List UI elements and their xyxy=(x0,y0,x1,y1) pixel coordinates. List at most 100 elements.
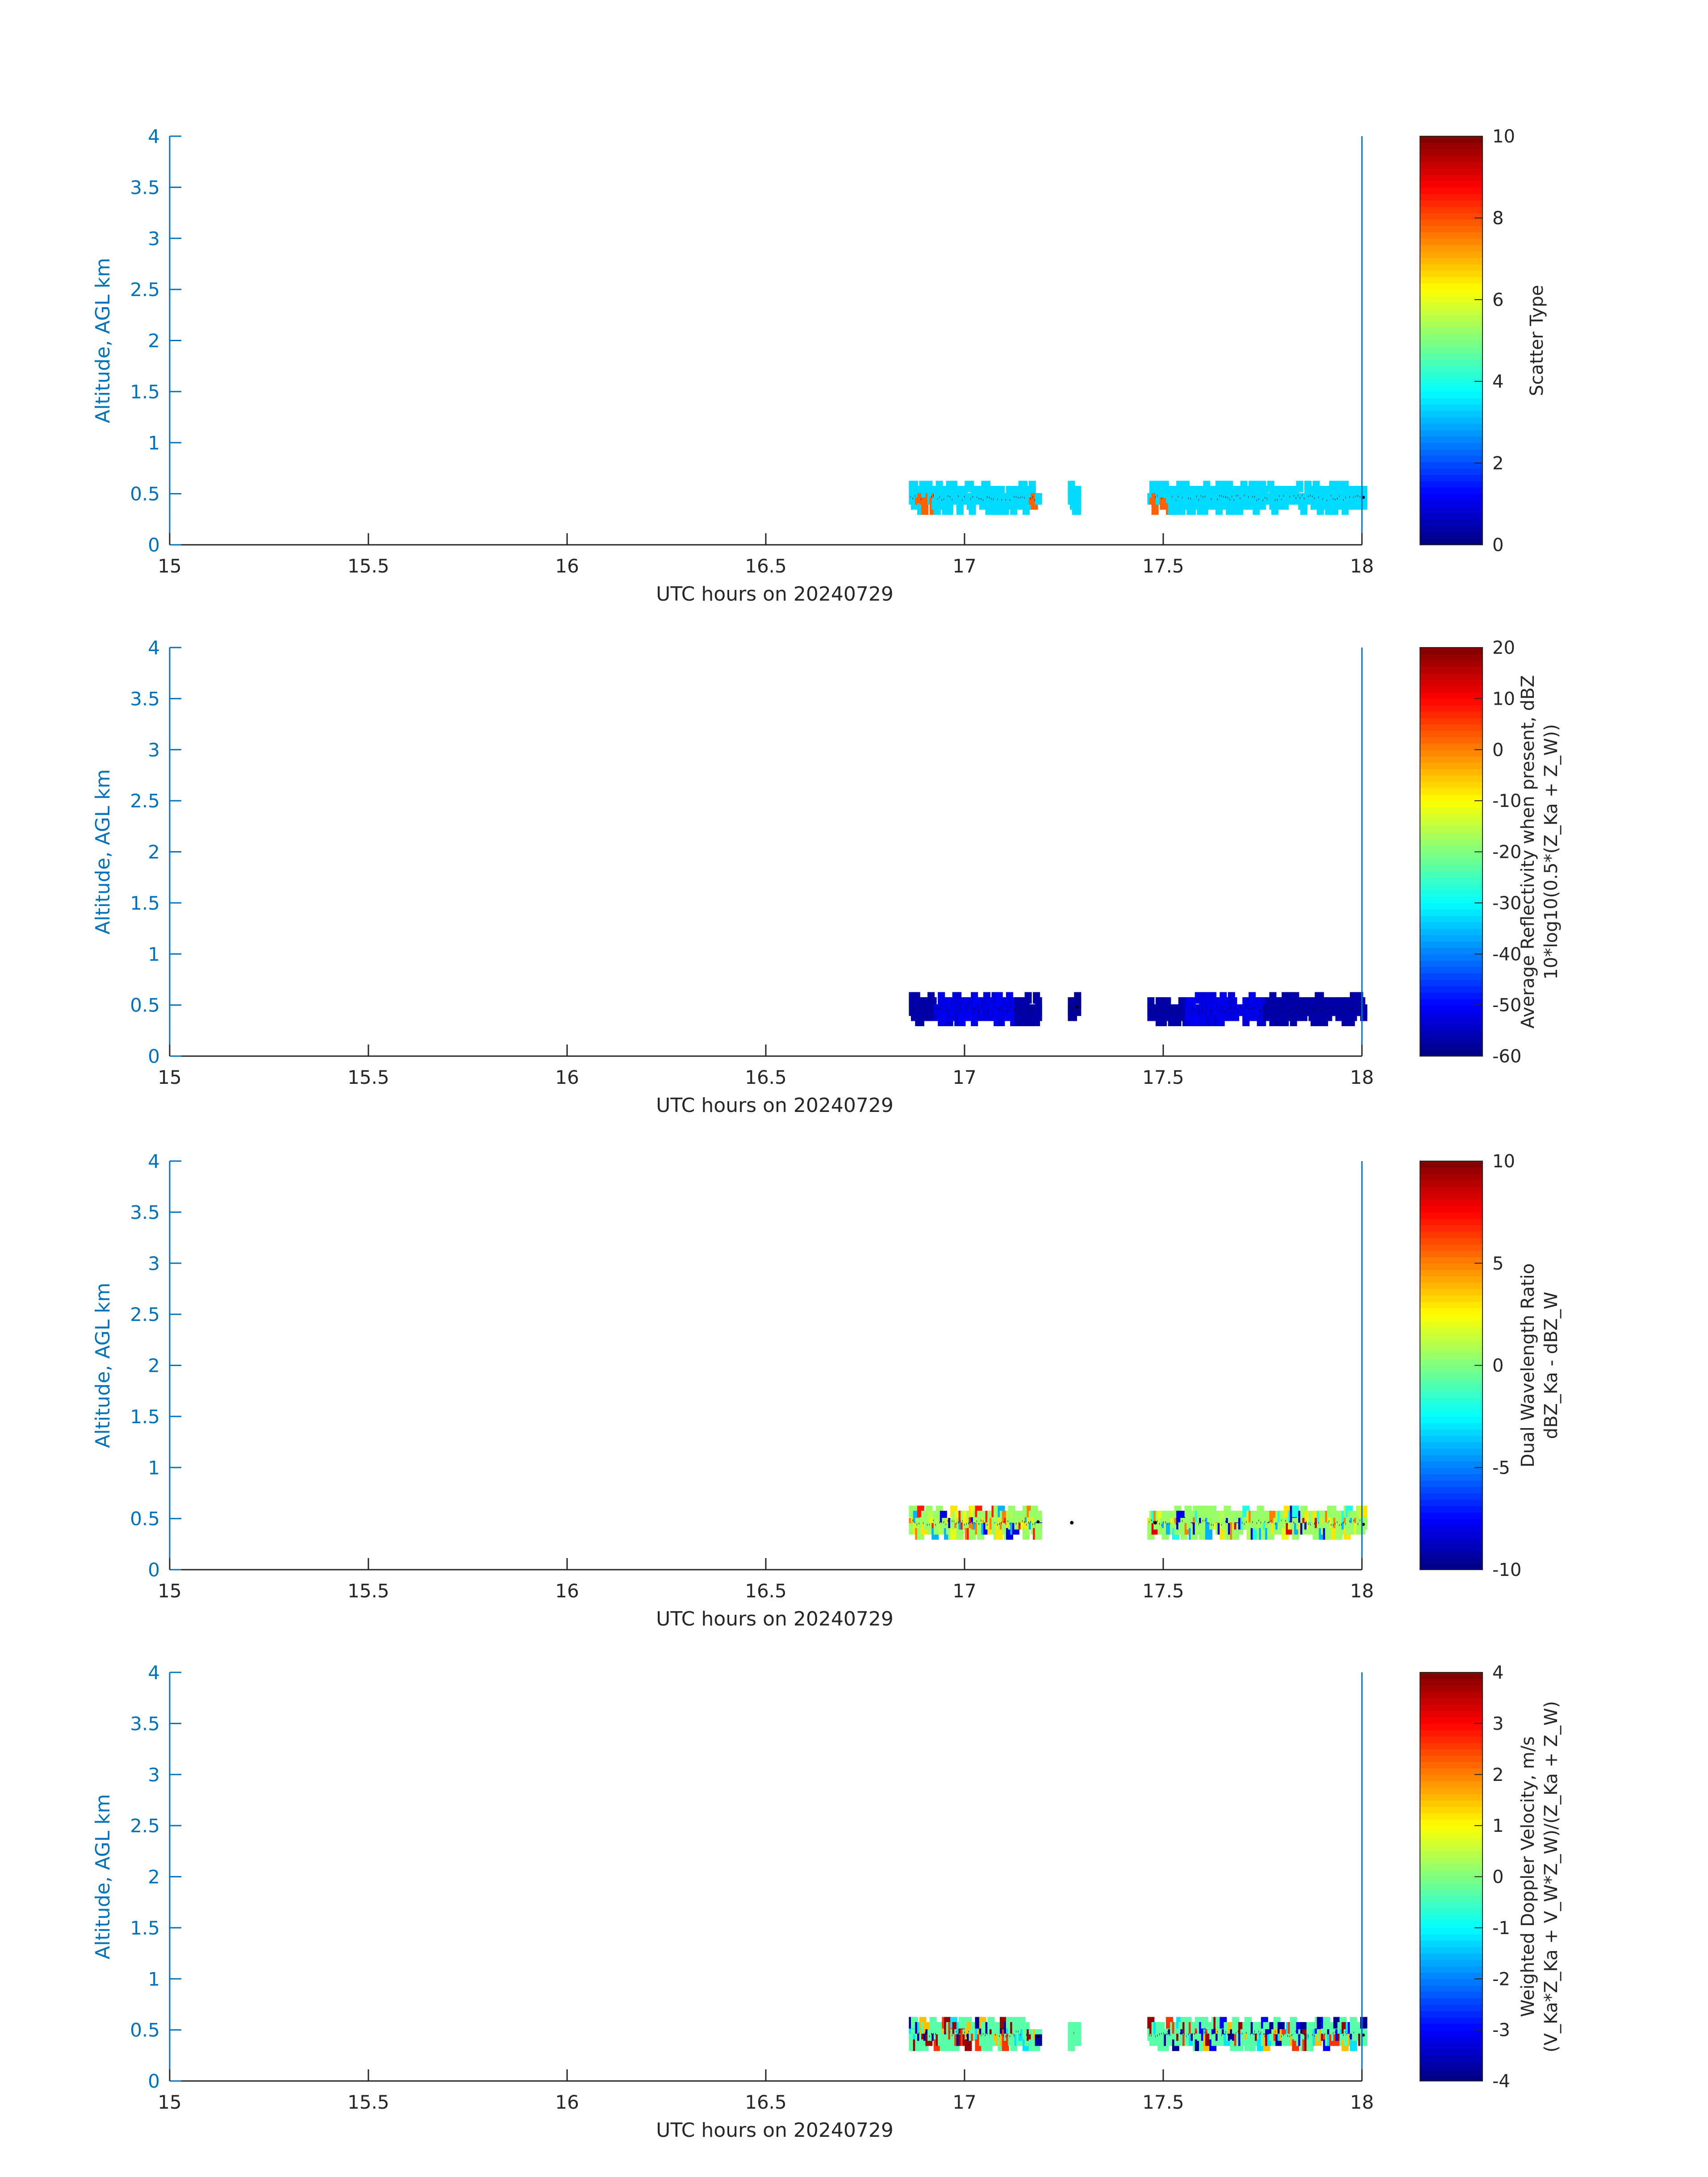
colorbar-step xyxy=(1420,1806,1482,1813)
colorbar-tick-label: 0 xyxy=(1492,740,1503,760)
colorbar-step xyxy=(1420,852,1482,859)
colorbar-label: dBZ_Ka - dBZ_W xyxy=(1541,1292,1562,1439)
colorbar-step xyxy=(1420,1416,1482,1423)
colorbar-step xyxy=(1420,1813,1482,1820)
colorbar-step xyxy=(1420,807,1482,814)
colorbar-step xyxy=(1420,960,1482,967)
x-tick-label: 16 xyxy=(555,1066,579,1088)
colorbar-step xyxy=(1420,1774,1482,1781)
colorbar-step xyxy=(1420,1947,1482,1954)
colorbar-step xyxy=(1420,1896,1482,1903)
colorbar-step xyxy=(1420,1710,1482,1717)
colorbar-step xyxy=(1420,737,1482,744)
colorbar-step xyxy=(1420,1493,1482,1500)
colorbar: 0 2 4 6 8 10 Scatter Type xyxy=(1420,126,1547,556)
colorbar-step xyxy=(1420,398,1482,405)
colorbar-step xyxy=(1420,2043,1482,2050)
colorbar-step xyxy=(1420,263,1482,271)
colorbar-step xyxy=(1420,270,1482,277)
colorbar-step xyxy=(1420,1563,1482,1570)
colorbar-step xyxy=(1420,1826,1482,1833)
colorbar-step xyxy=(1420,1991,1482,1998)
colorbar-step xyxy=(1420,928,1482,936)
colorbar-step xyxy=(1420,941,1482,948)
colorbar-step xyxy=(1420,1404,1482,1411)
heatmap-cells xyxy=(909,481,1368,515)
colorbar-step xyxy=(1420,449,1482,456)
colorbar-step xyxy=(1420,251,1482,258)
colorbar-step xyxy=(1420,992,1482,999)
colorbar-step xyxy=(1420,813,1482,820)
colorbar-step xyxy=(1420,1467,1482,1475)
colorbar-step xyxy=(1420,979,1482,986)
colorbar: -10 -5 0 5 10 Dual Wavelength Ratio dBZ_Ka - d… xyxy=(1420,1151,1562,1580)
y-tick-label: 4 xyxy=(148,1150,160,1172)
colorbar-step xyxy=(1420,1049,1482,1057)
colorbar-step xyxy=(1420,430,1482,437)
colorbar-step xyxy=(1420,666,1482,673)
colorbar-step xyxy=(1420,1960,1482,1967)
colorbar-step xyxy=(1420,1333,1482,1341)
colorbar-step xyxy=(1420,1206,1482,1213)
x-tick-label: 17 xyxy=(952,1066,976,1088)
colorbar-step xyxy=(1420,1902,1482,1909)
colorbar-step xyxy=(1420,200,1482,207)
colorbar-step xyxy=(1420,436,1482,443)
heatmap-cell xyxy=(1205,1014,1212,1026)
x-tick-label: 18 xyxy=(1350,2091,1374,2113)
colorbar-label: Scatter Type xyxy=(1527,285,1547,396)
x-tick-label: 17 xyxy=(952,1580,976,1602)
colorbar-tick-label: -50 xyxy=(1492,995,1521,1016)
colorbar-step xyxy=(1420,877,1482,884)
y-axis-label: Altitude, AGL km xyxy=(92,258,114,423)
y-tick-label: 1.5 xyxy=(130,1917,160,1939)
y-tick-label: 3.5 xyxy=(130,1201,160,1223)
x-tick-label: 16.5 xyxy=(745,1580,787,1602)
colorbar-step xyxy=(1420,1793,1482,1801)
y-tick-label: 4 xyxy=(148,637,160,659)
colorbar-tick-label: 3 xyxy=(1492,1713,1503,1734)
colorbar-step xyxy=(1420,2068,1482,2075)
colorbar-step xyxy=(1420,379,1482,386)
colorbar-step xyxy=(1420,1908,1482,1916)
y-tick-label: 1.5 xyxy=(130,892,160,914)
x-tick-label: 16 xyxy=(555,2091,579,2113)
colorbar-step xyxy=(1420,506,1482,514)
colorbar-step xyxy=(1420,315,1482,322)
heatmap-cell xyxy=(1074,2022,1082,2034)
heatmap-cell xyxy=(1296,481,1303,493)
colorbar-step xyxy=(1420,1672,1482,1680)
y-tick-label: 1.5 xyxy=(130,1406,160,1428)
colorbar-step xyxy=(1420,1391,1482,1398)
colorbar-step xyxy=(1420,1927,1482,1935)
colorbar-step xyxy=(1420,1838,1482,1845)
colorbar-step xyxy=(1420,1742,1482,1750)
y-tick-label: 1 xyxy=(148,432,160,454)
colorbar-tick-label: -40 xyxy=(1492,944,1521,965)
colorbar-tick-label: 10 xyxy=(1492,689,1515,709)
colorbar-step xyxy=(1420,309,1482,316)
colorbar-tick-label: 10 xyxy=(1492,1151,1515,1172)
x-tick-label: 15 xyxy=(158,1066,181,1088)
colorbar-step xyxy=(1420,1384,1482,1391)
colorbar-step xyxy=(1420,1454,1482,1462)
colorbar-step xyxy=(1420,903,1482,910)
colorbar-step xyxy=(1420,391,1482,398)
cloud-base-marker xyxy=(1070,1521,1074,1525)
x-tick-label: 17.5 xyxy=(1142,1066,1184,1088)
heatmap-cell xyxy=(1035,1511,1042,1523)
colorbar-step xyxy=(1420,1934,1482,1941)
colorbar-step xyxy=(1420,1174,1482,1181)
heatmap-cell xyxy=(946,503,953,515)
colorbar-step xyxy=(1420,1698,1482,1705)
colorbar-step xyxy=(1420,474,1482,481)
y-tick-label: 3 xyxy=(148,1253,160,1274)
colorbar-step xyxy=(1420,871,1482,878)
x-tick-label: 15 xyxy=(158,2091,181,2113)
cloud-base-marker xyxy=(1153,1521,1157,1525)
y-tick-label: 0.5 xyxy=(130,2019,160,2041)
colorbar-step xyxy=(1420,1043,1482,1050)
colorbar-step xyxy=(1420,174,1482,181)
